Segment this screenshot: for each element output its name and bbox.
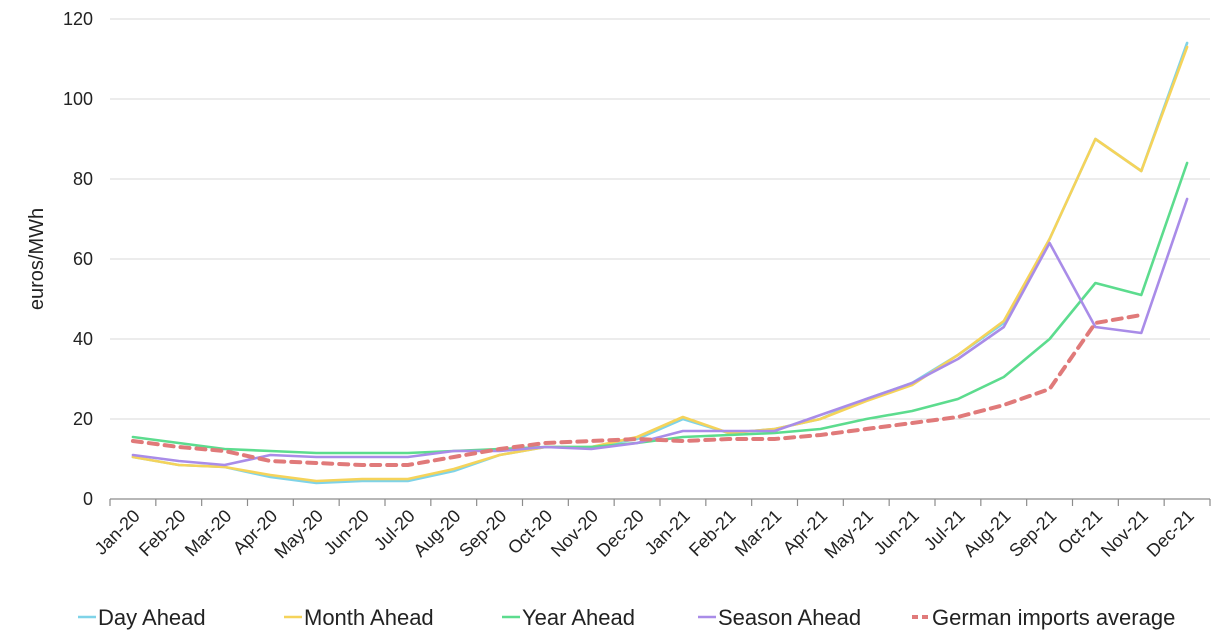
- series-lines: [130, 41, 1189, 485]
- series-line-year-ahead: [131, 161, 1189, 455]
- x-tick-label: Sep-20: [455, 506, 510, 561]
- x-tick-label: Jan-20: [91, 506, 144, 559]
- x-tick-label: May-20: [270, 506, 327, 563]
- legend-label: Month Ahead: [304, 605, 434, 630]
- x-tick-label: Mar-21: [731, 506, 785, 560]
- x-tick-label: Jun-20: [320, 506, 373, 559]
- x-tick-labels: Jan-20Feb-20Mar-20Apr-20May-20Jun-20Jul-…: [91, 506, 1198, 563]
- x-tick-label: Feb-21: [685, 506, 739, 560]
- legend-label: Season Ahead: [718, 605, 861, 630]
- x-tick-label: Sep-21: [1005, 506, 1060, 561]
- series-line-month-ahead: [131, 45, 1189, 483]
- y-tick-label: 80: [73, 169, 93, 189]
- legend-label: Day Ahead: [98, 605, 206, 630]
- legend-label: German imports average: [932, 605, 1175, 630]
- x-tick-label: Aug-20: [409, 506, 464, 561]
- series-line-season-ahead: [131, 197, 1189, 467]
- y-axis-title: euros/MWh: [26, 208, 48, 310]
- x-tick-label: Jan-21: [641, 506, 694, 559]
- x-tick-label: Mar-20: [181, 506, 235, 560]
- y-tick-label: 100: [63, 89, 93, 109]
- x-tick-label: Feb-20: [135, 506, 189, 560]
- x-tick-label: Dec-21: [1143, 506, 1198, 561]
- x-tick-label: Aug-21: [959, 506, 1014, 561]
- x-tick-label: May-21: [820, 506, 877, 563]
- y-tick-label: 20: [73, 409, 93, 429]
- gridlines: [110, 18, 1210, 420]
- series-line-german-imports-average: [130, 313, 1144, 467]
- x-tick-label: Nov-20: [547, 506, 602, 561]
- y-tick-labels: 0 20 40 60 80 100 120: [63, 9, 93, 509]
- legend: Day Ahead Month Ahead Year Ahead Season Ahe…: [78, 605, 1175, 630]
- x-tick-label: Oct-20: [504, 506, 556, 558]
- x-tick-label: Oct-21: [1054, 506, 1106, 558]
- x-tick-label: Nov-21: [1097, 506, 1152, 561]
- axes: [109, 498, 1211, 506]
- y-tick-label: 40: [73, 329, 93, 349]
- x-tick-label: Jun-21: [870, 506, 923, 559]
- legend-label: Year Ahead: [522, 605, 635, 630]
- y-tick-label: 120: [63, 9, 93, 29]
- y-tick-label: 0: [83, 489, 93, 509]
- x-tick-label: Dec-20: [593, 506, 648, 561]
- y-tick-label: 60: [73, 249, 93, 269]
- series-line-day-ahead: [131, 41, 1189, 485]
